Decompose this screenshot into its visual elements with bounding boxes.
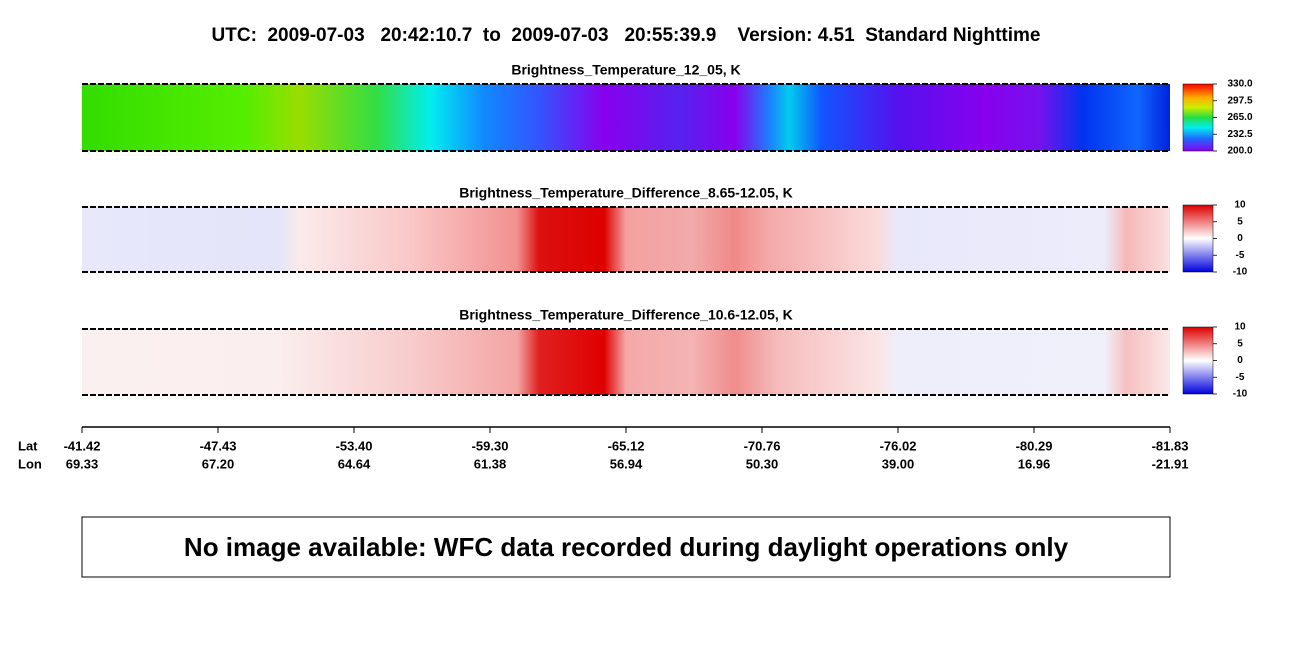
title: UTC: 2009-07-03 20:42:10.7 to 2009-07-03… xyxy=(212,25,1041,46)
lon-tick-label: 64.64 xyxy=(338,456,371,471)
colorbar-label: -5 xyxy=(1236,372,1245,383)
lon-tick-label: 16.96 xyxy=(1018,456,1051,471)
image-panel xyxy=(82,207,1170,272)
colorbar xyxy=(1182,83,1214,152)
lat-tick-label: -47.43 xyxy=(200,438,237,453)
panel-title: Brightness_Temperature_Difference_8.65-1… xyxy=(459,185,793,201)
colorbar-label: 10 xyxy=(1234,322,1246,333)
colorbar-label: 265.0 xyxy=(1227,112,1252,123)
colorbar-label: -10 xyxy=(1233,389,1248,400)
colorbar xyxy=(1182,204,1214,273)
lon-tick-label: 61.38 xyxy=(474,456,507,471)
colorbar-label: -10 xyxy=(1233,267,1248,278)
image-panel xyxy=(82,329,1170,395)
colorbar-label: 5 xyxy=(1237,216,1243,227)
colorbar-label: 297.5 xyxy=(1227,95,1252,106)
colorbar xyxy=(1182,326,1214,395)
lat-tick-label: -41.42 xyxy=(64,438,101,453)
panel-title: Brightness_Temperature_Difference_10.6-1… xyxy=(459,307,793,323)
lat-tick-label: -76.02 xyxy=(880,438,917,453)
lat-tick-label: -80.29 xyxy=(1016,438,1053,453)
lat-tick-label: -65.12 xyxy=(608,438,645,453)
colorbar-label: 330.0 xyxy=(1227,79,1252,90)
lon-tick-label: -21.91 xyxy=(1152,456,1189,471)
panel-title: Brightness_Temperature_12_05, K xyxy=(511,62,740,78)
image-panel xyxy=(82,84,1170,151)
lon-label: Lon xyxy=(18,456,42,471)
lon-tick-label: 69.33 xyxy=(66,456,99,471)
lat-tick-label: -59.30 xyxy=(472,438,509,453)
colorbar-label: 232.5 xyxy=(1227,129,1252,140)
lon-tick-label: 56.94 xyxy=(610,456,643,471)
lat-tick-label: -81.83 xyxy=(1152,438,1189,453)
notice-box xyxy=(81,516,1171,578)
colorbar-label: 200.0 xyxy=(1227,146,1252,157)
colorbar-label: -5 xyxy=(1236,250,1245,261)
colorbar-label: 0 xyxy=(1237,355,1243,366)
lat-tick-label: -53.40 xyxy=(336,438,373,453)
notice: No image available: WFC data recorded du… xyxy=(184,532,1069,562)
lat-label: Lat xyxy=(18,438,38,453)
colorbar-label: 5 xyxy=(1237,338,1243,349)
lon-tick-label: 39.00 xyxy=(882,456,915,471)
lon-tick-label: 67.20 xyxy=(202,456,235,471)
colorbar-label: 0 xyxy=(1237,233,1243,244)
lat-tick-label: -70.76 xyxy=(744,438,781,453)
colorbar-label: 10 xyxy=(1234,200,1246,211)
lon-tick-label: 50.30 xyxy=(746,456,779,471)
